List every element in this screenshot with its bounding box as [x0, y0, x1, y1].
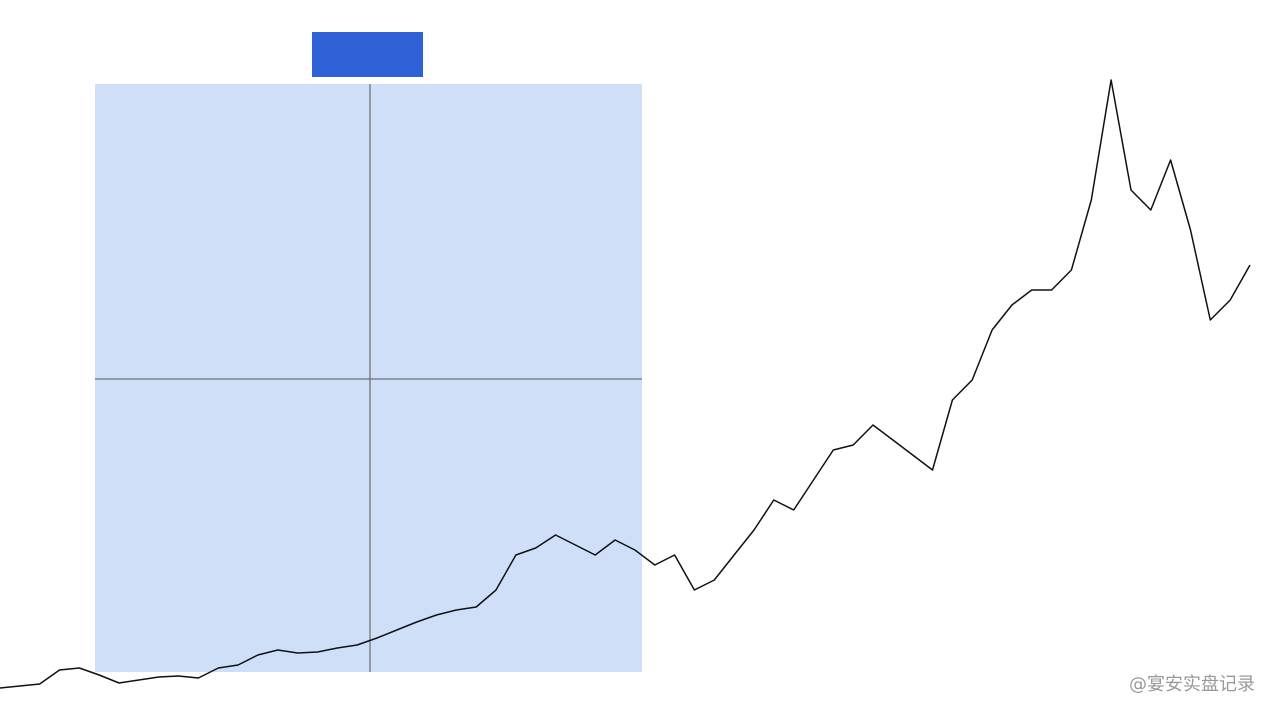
plot-area: [0, 79, 1251, 689]
watermark: @宴安实盘记录: [1129, 673, 1255, 695]
price-line: [0, 79, 1251, 689]
selection-box[interactable]: [95, 84, 642, 672]
tooltip-box: [312, 32, 423, 77]
